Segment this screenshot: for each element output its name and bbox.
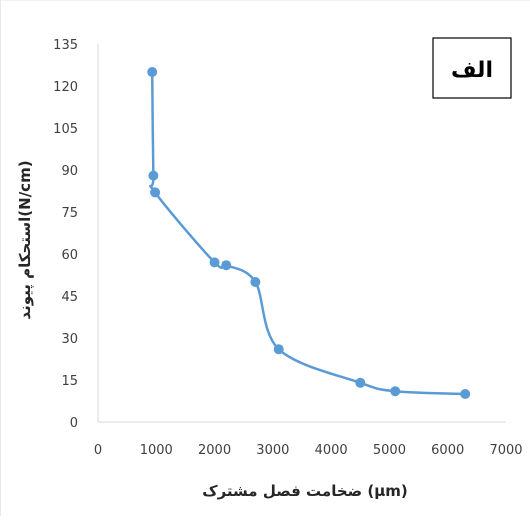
x-tick-labels: 0 1000 2000 3000 4000 5000 6000 7000 [94,443,523,458]
x-tick-label: 2000 [198,443,231,458]
y-axis-title: استحکام پیوند(N/cm) [16,160,35,319]
y-tick-label: 75 [61,206,78,221]
data-point [221,260,232,271]
x-tick-label: 1000 [140,443,173,458]
series-line [148,71,466,396]
x-tick-label: 5000 [373,443,406,458]
x-axis-title: ضخامت فصل مشترک (µm) [202,482,408,500]
x-tick-label: 6000 [431,443,464,458]
series-points [147,67,471,399]
data-point [355,377,366,388]
y-tick-label: 120 [53,80,78,95]
data-point [150,187,161,198]
panel-label-border [432,37,512,99]
data-point [148,170,159,181]
data-point [390,386,401,397]
data-point [273,344,284,355]
panel-label-box: الف [432,37,512,99]
data-point [460,389,471,399]
y-tick-label: 90 [61,164,78,179]
data-point [209,257,220,268]
x-tick-label: 3000 [256,443,289,458]
y-tick-label: 60 [61,248,78,263]
y-tick-labels: 0 15 30 45 60 75 90 105 120 135 [53,38,78,431]
data-point [250,277,261,287]
y-tick-label: 135 [53,38,78,53]
x-tick-label: 4000 [315,443,348,458]
y-tick-label: 105 [53,122,78,137]
y-tick-label: 30 [61,332,78,347]
y-tick-label: 0 [70,416,78,431]
x-tick-label: 0 [94,443,102,458]
y-tick-label: 15 [61,374,78,389]
y-tick-label: 45 [61,290,78,305]
x-tick-label: 7000 [489,443,522,458]
axes [97,44,506,423]
panel-label: الف [451,58,493,83]
data-point [147,67,158,77]
